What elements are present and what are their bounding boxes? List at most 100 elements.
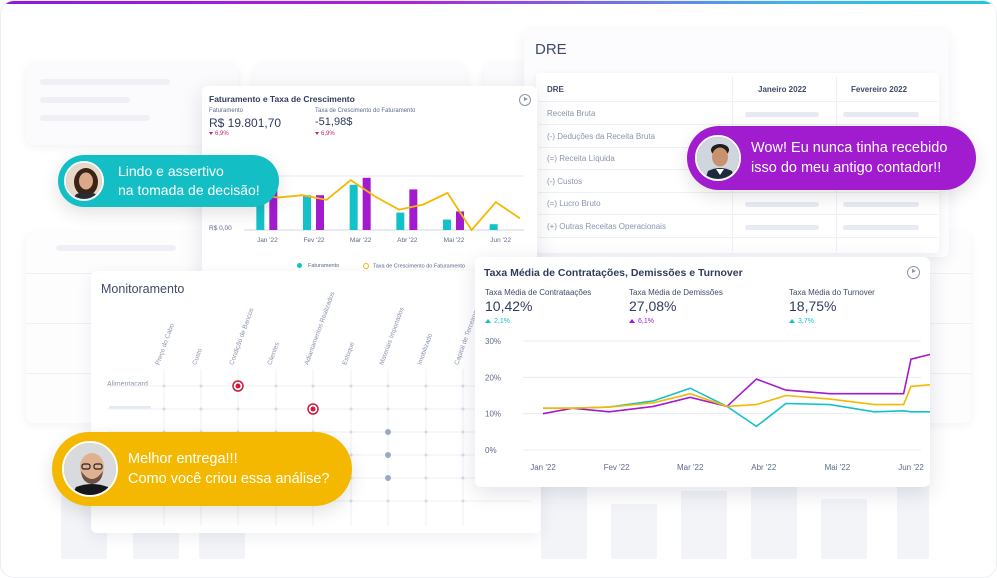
turnover-kpi-delta-text: 3,7% [798, 318, 814, 325]
legend-taxa: Taxa de Crescimento do Faturamento [363, 263, 465, 269]
grid-dot [199, 407, 203, 411]
dre-divider [538, 101, 938, 102]
grid-dot [386, 384, 390, 388]
monitoramento-row-label: Alimentacard [107, 381, 148, 388]
contratacoes-kpi-delta: 2,1% [485, 318, 510, 325]
x-tick-label: Mai '22 [825, 463, 851, 472]
y-tick-label: 30% [485, 337, 501, 346]
legend-faturamento: Faturamento [297, 263, 339, 269]
bg-line [40, 97, 130, 103]
turnover-kpi-value: 18,75% [789, 298, 837, 314]
grid-dot [274, 384, 278, 388]
grid-dot [424, 430, 428, 434]
legend-dot-teal [297, 263, 302, 269]
row-label-bar [109, 406, 151, 409]
x-tick-label: Jun '22 [898, 463, 924, 472]
monitoramento-card-title: Monitoramento [101, 282, 185, 296]
crescimento-kpi-delta-text: 6,9% [321, 131, 335, 137]
bg-bar [821, 499, 867, 559]
faturamento-bar-teal [349, 184, 358, 230]
bubble-1-line2: na tomada de decisão! [118, 182, 260, 198]
dre-row-label[interactable]: Receita Bruta [547, 109, 596, 118]
grid-dot [349, 407, 353, 411]
dre-row-label[interactable]: (-) Custos [547, 176, 583, 186]
faturamento-bar-purple [316, 195, 324, 230]
grid-dot [349, 499, 353, 503]
testimonial-bubble-3: Melhor entrega!!! Como você criou essa a… [52, 432, 352, 506]
grid-dot [349, 384, 353, 388]
dre-cell-placeholder [745, 202, 819, 207]
bg-bar [611, 504, 657, 559]
grid-dot [311, 384, 315, 388]
x-tick-label: Mar '22 [677, 463, 704, 472]
grid-dot [386, 499, 390, 503]
y-tick-label: 10% [485, 410, 501, 419]
demissoes-kpi-label: Taxa Média de Demissões [629, 288, 723, 297]
play-icon[interactable] [519, 94, 531, 106]
play-icon[interactable] [907, 266, 920, 279]
testimonial-bubble-1: Lindo e assertivo na tomada de decisão! [58, 155, 279, 207]
demissoes-kpi-delta: 6,1% [629, 318, 654, 325]
grid-dot [461, 384, 465, 388]
faturamento-bar-teal [443, 219, 451, 230]
bg-line [56, 245, 176, 251]
arrow-down-icon [315, 131, 319, 135]
dre-col-header-2[interactable]: Fevereiro 2022 [851, 85, 908, 94]
x-tick-label: Abr '22 [397, 237, 418, 244]
dre-cell-placeholder [745, 112, 819, 117]
x-tick-label: Fev '22 [604, 463, 631, 472]
x-tick-label: Jan '22 [257, 237, 278, 244]
avatar [695, 135, 741, 181]
bg-line [40, 115, 150, 121]
demissoes-kpi-value: 27,08% [629, 298, 677, 314]
x-tick-label: Fev '22 [303, 237, 324, 244]
man-avatar-icon [697, 137, 739, 179]
bg-bar [751, 479, 797, 559]
x-tick-label: Mai '22 [444, 237, 465, 244]
faturamento-bar-teal [489, 224, 498, 230]
arrow-down-icon [209, 131, 213, 135]
bubble-2-text: Wow! Eu nunca tinha recebido isso do meu… [751, 138, 947, 178]
dre-row-divider [538, 191, 938, 193]
grid-dot [461, 407, 465, 411]
turnover-kpi-label: Taxa Média do Turnover [789, 288, 875, 297]
contratacoes-kpi-delta-text: 2,1% [494, 318, 510, 325]
dre-row-label[interactable]: (=) Lucro Bruto [547, 199, 601, 208]
dre-row-label[interactable]: (+) Outras Receitas Operacionais [547, 221, 666, 231]
dre-row-divider [538, 236, 938, 238]
grid-dot [236, 407, 240, 411]
arrow-up-icon [485, 319, 491, 324]
series-line-1 [542, 353, 930, 415]
legend-faturamento-text: Faturamento [308, 263, 340, 269]
dre-row-divider [538, 124, 938, 125]
turnover-card-title: Taxa Média de Contratações, Demissões e … [484, 267, 743, 279]
woman-avatar-icon [66, 163, 102, 199]
bald-man-avatar-icon [64, 443, 116, 495]
legend-taxa-text: Taxa de Crescimento do Faturamento [373, 263, 466, 270]
dre-card-title: DRE [535, 41, 567, 58]
faturamento-bar-teal [303, 195, 311, 230]
dre-row-label[interactable]: (=) Receita Líquida [547, 154, 615, 163]
bg-bar [541, 484, 587, 559]
faturamento-bar-purple [269, 189, 278, 230]
faturamento-kpi-delta-text: 6,9% [215, 131, 229, 137]
bubble-3-line2: Como você criou essa análise? [128, 471, 330, 487]
grid-dot [386, 407, 390, 411]
dre-cell-placeholder [843, 202, 919, 207]
bubble-3-text: Melhor entrega!!! Como você criou essa a… [128, 449, 330, 489]
faturamento-kpi-label: Faturamento [209, 108, 244, 114]
crescimento-kpi-value: -51,98$ [315, 116, 353, 128]
grid-dot [424, 499, 428, 503]
dre-cell-placeholder [843, 112, 919, 117]
dre-col-header-1[interactable]: Janeiro 2022 [758, 85, 807, 94]
dre-row-label[interactable]: (-) Deduções da Receita Bruta [547, 131, 656, 141]
status-marker [385, 475, 391, 481]
grid-dot [461, 453, 465, 457]
crescimento-kpi-label: Taxa de Crescimento do Faturamento [315, 108, 416, 114]
dre-cell-placeholder [843, 224, 919, 230]
faturamento-kpi-value: R$ 19.801,70 [209, 116, 282, 130]
grid-dot [162, 407, 166, 411]
faturamento-card-title: Faturamento e Taxa de Crescimento [209, 94, 355, 104]
faturamento-kpi-delta: 6,9% [209, 131, 229, 137]
bubble-2-line1: Wow! Eu nunca tinha recebido [751, 140, 948, 156]
